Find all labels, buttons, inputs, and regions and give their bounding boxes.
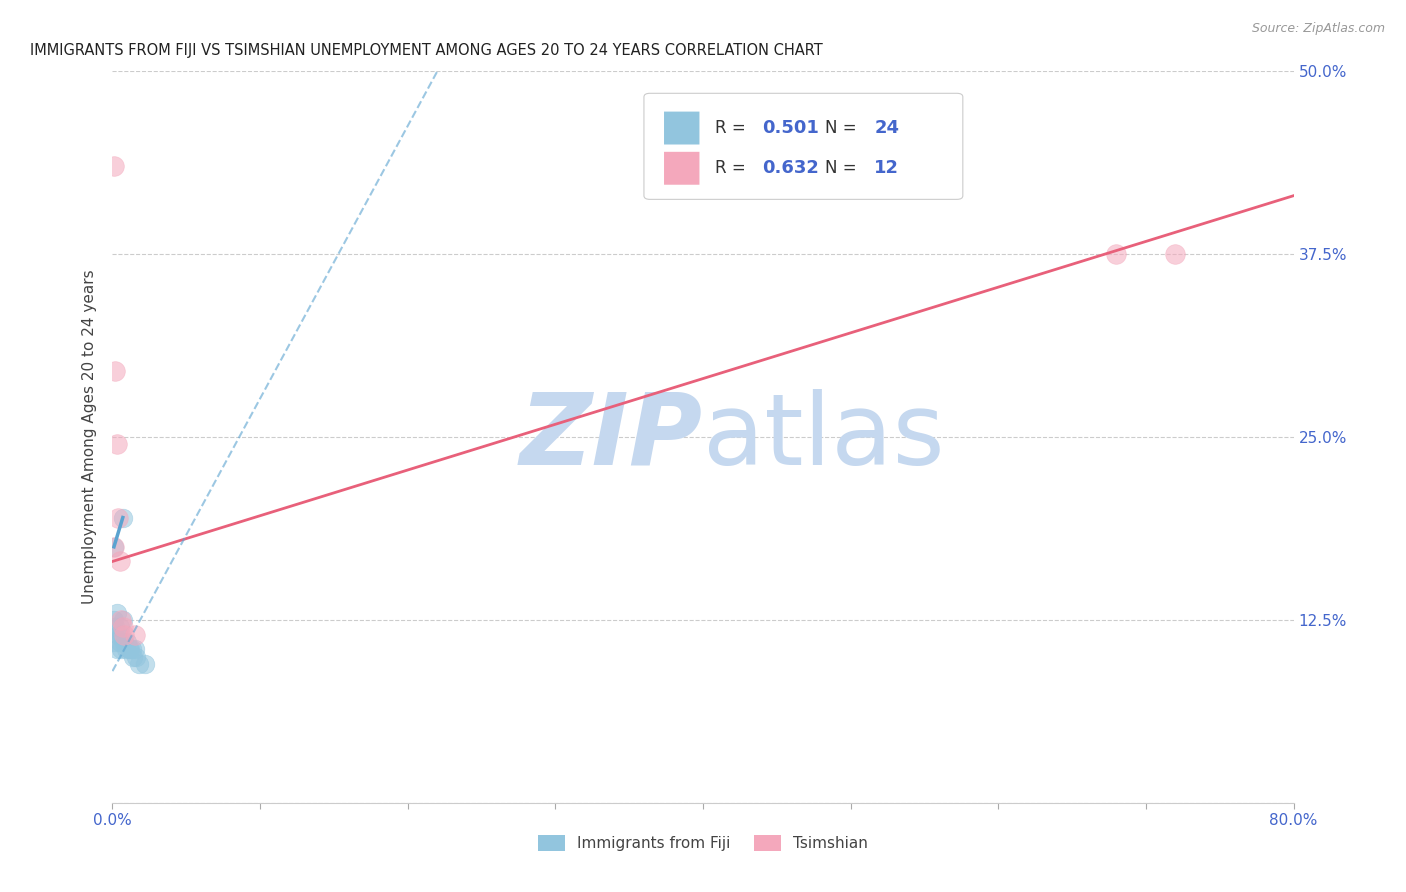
Text: 0.501: 0.501 — [762, 119, 818, 136]
Point — [107, 510, 129, 524]
Point — [105, 642, 128, 657]
Point — [122, 649, 145, 664]
FancyBboxPatch shape — [644, 94, 963, 200]
Point — [134, 657, 156, 671]
Text: R =: R = — [714, 159, 751, 177]
Legend: Immigrants from Fiji, Tsimshian: Immigrants from Fiji, Tsimshian — [531, 830, 875, 857]
Point — [110, 642, 132, 657]
Point — [111, 620, 134, 634]
Point — [103, 540, 125, 554]
Point — [124, 642, 146, 657]
Text: 24: 24 — [875, 119, 900, 136]
FancyBboxPatch shape — [664, 152, 699, 185]
Point — [108, 620, 131, 634]
Point — [112, 627, 135, 641]
Text: IMMIGRANTS FROM FIJI VS TSIMSHIAN UNEMPLOYMENT AMONG AGES 20 TO 24 YEARS CORRELA: IMMIGRANTS FROM FIJI VS TSIMSHIAN UNEMPL… — [30, 43, 823, 58]
Point — [104, 364, 127, 378]
Text: R =: R = — [714, 119, 751, 136]
Point — [124, 627, 146, 641]
Point — [117, 635, 138, 649]
Point — [107, 627, 129, 641]
Point — [118, 642, 141, 657]
Point — [121, 642, 143, 657]
Point — [108, 554, 131, 568]
Point — [120, 642, 142, 657]
Point — [110, 627, 132, 641]
Point — [1105, 247, 1128, 261]
Point — [104, 620, 127, 634]
Point — [105, 606, 128, 620]
FancyBboxPatch shape — [664, 112, 699, 145]
Text: N =: N = — [825, 119, 862, 136]
Text: N =: N = — [825, 159, 862, 177]
Text: 12: 12 — [875, 159, 900, 177]
Point — [128, 657, 150, 671]
Y-axis label: Unemployment Among Ages 20 to 24 years: Unemployment Among Ages 20 to 24 years — [82, 269, 97, 605]
Point — [103, 160, 125, 174]
Text: ZIP: ZIP — [520, 389, 703, 485]
Point — [125, 649, 148, 664]
Point — [1164, 247, 1187, 261]
Point — [108, 635, 131, 649]
Point — [111, 613, 134, 627]
Point — [114, 642, 136, 657]
Text: atlas: atlas — [703, 389, 945, 485]
Point — [105, 437, 128, 451]
Point — [103, 540, 125, 554]
Point — [104, 635, 127, 649]
Point — [103, 613, 125, 627]
Point — [112, 635, 135, 649]
Point — [111, 510, 134, 524]
Point — [110, 613, 132, 627]
Text: 0.632: 0.632 — [762, 159, 818, 177]
Text: Source: ZipAtlas.com: Source: ZipAtlas.com — [1251, 22, 1385, 36]
